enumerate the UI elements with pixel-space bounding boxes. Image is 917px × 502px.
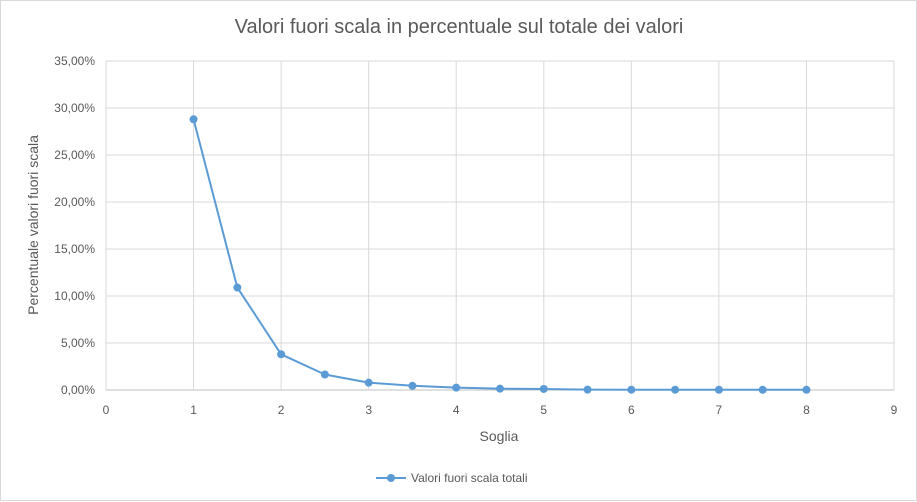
gridlines <box>105 60 895 391</box>
y-axis-ticks: 0,00% 5,00% 10,00% 15,00% 20,00% 25,00% 30,00%… <box>54 54 95 397</box>
data-point <box>714 385 723 394</box>
series-line <box>192 119 807 391</box>
x-tick-label: 7 <box>716 403 723 417</box>
data-point <box>583 385 592 394</box>
plot-area <box>189 115 811 394</box>
data-point <box>320 370 329 379</box>
x-tick-label: 3 <box>365 403 372 417</box>
y-tick-label: 30,00% <box>54 101 95 115</box>
chart-title: Valori fuori scala in percentuale sul to… <box>235 16 684 38</box>
data-point <box>496 384 504 393</box>
data-point <box>189 115 198 124</box>
data-point <box>758 385 767 394</box>
y-tick-label: 0,00% <box>61 383 95 397</box>
x-tick-label: 6 <box>628 403 635 417</box>
legend: Valori fuori scala totali <box>376 471 528 485</box>
y-tick-label: 20,00% <box>54 195 95 209</box>
data-point <box>364 378 373 387</box>
data-point <box>539 384 548 393</box>
x-axis-label: Soglia <box>480 428 519 444</box>
x-tick-label: 0 <box>103 403 110 417</box>
x-tick-label: 5 <box>540 403 547 417</box>
y-tick-label: 35,00% <box>54 54 95 68</box>
x-tick-label: 2 <box>278 403 285 417</box>
data-point <box>627 385 636 394</box>
y-tick-label: 5,00% <box>61 336 95 350</box>
x-tick-label: 9 <box>891 403 898 417</box>
data-point <box>408 381 417 390</box>
x-tick-label: 1 <box>190 403 197 417</box>
y-tick-label: 25,00% <box>54 148 95 162</box>
y-axis-label: Percentuale valori fuori scala <box>25 135 41 315</box>
x-axis-ticks: 0 1 2 3 4 5 6 7 8 9 <box>103 403 898 417</box>
data-point <box>802 385 811 394</box>
x-tick-label: 4 <box>453 403 460 417</box>
legend-marker <box>387 474 395 482</box>
legend-label: Valori fuori scala totali <box>411 471 528 485</box>
x-tick-label: 8 <box>803 403 810 417</box>
data-point <box>233 283 242 292</box>
data-point <box>671 385 680 394</box>
y-tick-label: 10,00% <box>54 289 95 303</box>
y-tick-label: 15,00% <box>54 242 95 256</box>
data-point <box>277 350 286 359</box>
data-point <box>452 383 461 392</box>
